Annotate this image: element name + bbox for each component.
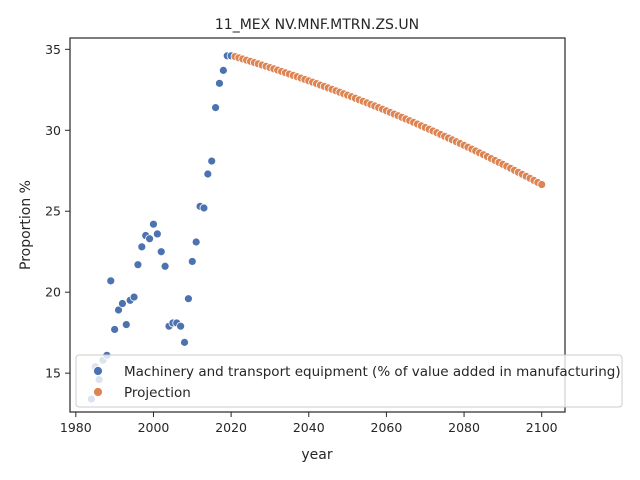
data-point-history	[149, 219, 158, 229]
y-tick-label: 15	[45, 366, 61, 381]
chart-title: 11_MEX NV.MNF.MTRN.ZS.UN	[215, 17, 419, 33]
data-point-history	[184, 294, 193, 304]
y-tick-label: 35	[45, 42, 61, 57]
x-axis-label: year	[301, 447, 332, 463]
x-tick-label: 2080	[448, 420, 480, 435]
data-point-history	[218, 65, 228, 75]
data-point-history	[160, 261, 170, 271]
data-points	[86, 51, 547, 404]
data-point-history	[133, 260, 143, 270]
data-point-history	[211, 103, 220, 113]
legend: Machinery and transport equipment (% of …	[75, 354, 623, 408]
data-point-history	[114, 305, 123, 315]
data-point-history	[187, 257, 197, 266]
data-point-history	[215, 78, 224, 88]
data-point-history	[199, 203, 209, 213]
y-tick-label: 20	[45, 285, 61, 300]
legend-marker-projection	[93, 387, 103, 397]
legend-label-projection: Projection	[124, 385, 191, 401]
data-point-history	[152, 229, 162, 239]
plot-area	[69, 37, 566, 413]
data-point-history	[129, 292, 139, 302]
legend-label-history: Machinery and transport equipment (% of …	[124, 364, 621, 380]
data-point-history	[110, 325, 120, 334]
data-point-history	[137, 242, 147, 252]
y-axis: 15 20 25 30 35	[45, 42, 70, 381]
x-tick-label: 2000	[138, 420, 170, 435]
data-point-history	[106, 276, 116, 286]
data-point-history	[180, 337, 189, 347]
legend-box	[75, 354, 623, 408]
data-point-history	[203, 169, 213, 179]
data-point-history	[156, 247, 166, 257]
y-axis-label: Proportion %	[18, 180, 34, 270]
data-point-history	[191, 237, 201, 247]
data-point-history	[176, 321, 186, 331]
y-tick-label: 25	[45, 204, 61, 219]
x-axis: 1980 2000 2020 2040 2060 2080 2100	[60, 412, 558, 435]
x-tick-label: 2060	[371, 420, 403, 435]
data-point-history	[207, 156, 217, 166]
legend-marker-history	[93, 366, 103, 376]
data-point-history	[145, 234, 154, 244]
data-point-history	[118, 299, 127, 308]
x-tick-label: 2020	[215, 420, 247, 435]
y-tick-label: 30	[45, 123, 61, 138]
x-tick-label: 1980	[60, 420, 92, 435]
data-point-projection	[537, 180, 547, 189]
data-point-history	[121, 320, 131, 329]
x-tick-label: 2040	[293, 420, 325, 435]
x-tick-label: 2100	[526, 420, 558, 435]
